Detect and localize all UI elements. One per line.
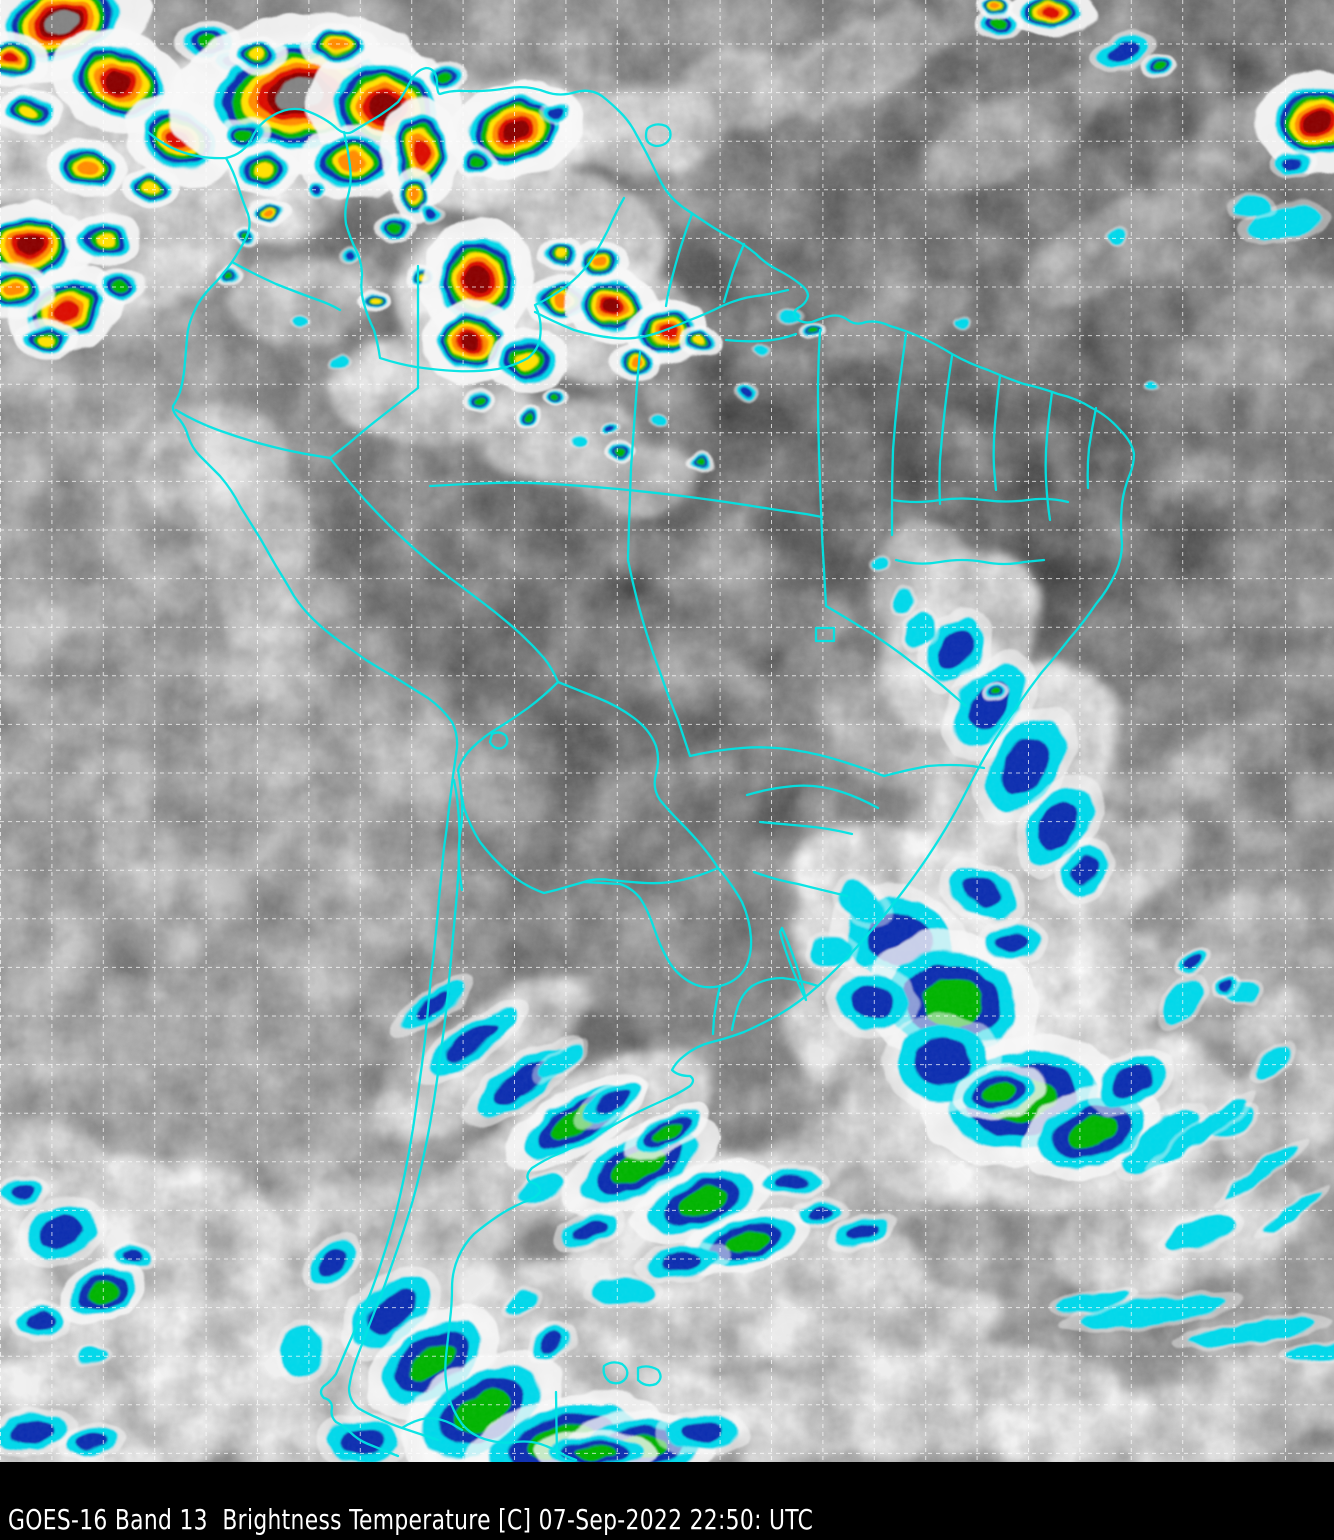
coastline-pacific — [171, 156, 459, 1458]
latlon-grid — [0, 0, 1334, 1462]
borders-southern-countries — [347, 680, 820, 1460]
map-borders — [146, 66, 1136, 1462]
caption-text: GOES-16 Band 13 Brightness Temperature [… — [8, 1503, 814, 1536]
caption-bar: GOES-16 Band 13 Brightness Temperature [… — [0, 1462, 1334, 1540]
islands-and-lakes — [488, 123, 798, 1387]
fine-grain-noise — [0, 0, 1334, 1462]
borders-north-countries — [342, 130, 790, 373]
borders-andean-countries — [174, 260, 560, 892]
satellite-image — [0, 0, 1334, 1462]
coastline-north-east — [146, 66, 1136, 1462]
borders-brazil-states — [428, 328, 1098, 1002]
